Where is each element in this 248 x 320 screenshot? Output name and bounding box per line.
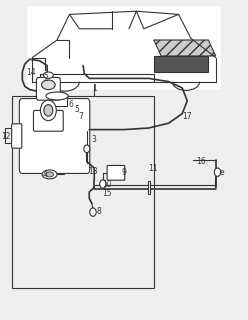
Text: 16: 16	[196, 157, 206, 166]
Circle shape	[84, 145, 90, 153]
FancyBboxPatch shape	[107, 165, 125, 180]
Text: 2: 2	[43, 74, 48, 83]
Text: 17: 17	[183, 112, 192, 121]
Text: 15: 15	[102, 189, 111, 198]
Ellipse shape	[46, 92, 68, 100]
FancyBboxPatch shape	[33, 110, 63, 131]
Text: 10: 10	[102, 180, 111, 188]
Text: 3: 3	[92, 135, 97, 144]
Text: 11: 11	[148, 164, 157, 172]
Text: 7: 7	[78, 112, 83, 121]
Text: 8: 8	[97, 207, 102, 216]
Text: 12: 12	[1, 132, 11, 140]
Circle shape	[100, 180, 106, 188]
Bar	[148, 181, 150, 194]
Text: 6: 6	[68, 100, 73, 108]
Text: e: e	[220, 168, 224, 177]
Text: 9: 9	[122, 168, 126, 177]
Circle shape	[40, 100, 56, 121]
Circle shape	[214, 168, 221, 176]
Ellipse shape	[41, 80, 55, 90]
Bar	[47, 96, 67, 106]
Ellipse shape	[43, 72, 53, 78]
Ellipse shape	[46, 172, 54, 177]
FancyBboxPatch shape	[19, 99, 90, 173]
Text: 13: 13	[88, 167, 98, 176]
FancyBboxPatch shape	[36, 77, 60, 100]
Circle shape	[90, 208, 96, 216]
Polygon shape	[154, 40, 216, 56]
Text: 14: 14	[26, 68, 36, 76]
Ellipse shape	[42, 170, 57, 179]
FancyBboxPatch shape	[12, 124, 22, 148]
Polygon shape	[154, 56, 208, 72]
Text: 1: 1	[92, 84, 97, 92]
FancyBboxPatch shape	[27, 6, 221, 90]
Text: 5: 5	[74, 105, 79, 114]
Text: 4: 4	[42, 170, 47, 179]
Bar	[12, 96, 154, 288]
Circle shape	[44, 105, 53, 116]
